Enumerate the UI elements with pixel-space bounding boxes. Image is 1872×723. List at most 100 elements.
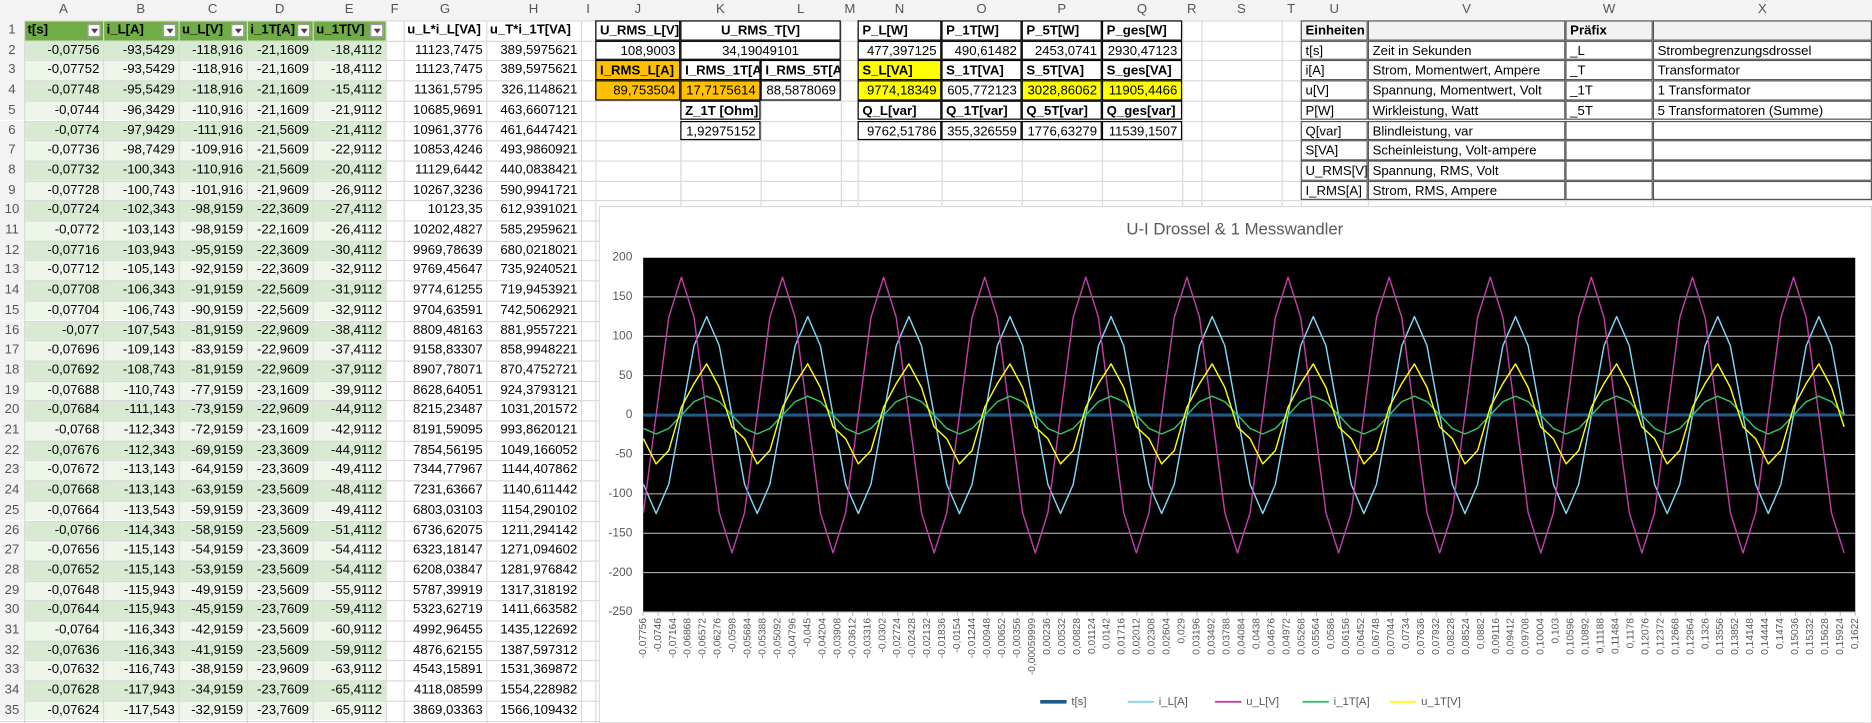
table-cell[interactable]: -26,9112 xyxy=(331,182,383,198)
table-cell[interactable]: -115,143 xyxy=(123,562,175,578)
table-cell[interactable]: 326,1148621 xyxy=(501,82,578,98)
units-cell[interactable]: _L xyxy=(1565,40,1653,61)
table-cell[interactable]: -22,9609 xyxy=(256,362,310,378)
row-header[interactable]: 6 xyxy=(0,120,24,141)
table-cell[interactable]: 1049,166052 xyxy=(500,442,578,458)
table-cell[interactable]: 389,5975621 xyxy=(500,42,578,58)
row-header[interactable]: 35 xyxy=(0,700,24,721)
table-cell[interactable]: -97,9429 xyxy=(122,122,175,138)
table-cell[interactable]: -0,07648 xyxy=(47,582,100,598)
table-cell[interactable]: -0,07692 xyxy=(47,362,100,378)
table-cell[interactable]: -0,0764 xyxy=(54,622,100,638)
row-header[interactable]: 17 xyxy=(0,340,24,361)
units-cell[interactable]: Spannung, RMS, Volt xyxy=(1367,160,1566,181)
table-cell[interactable]: 463,6607121 xyxy=(500,102,578,118)
table-cell[interactable]: -0,07724 xyxy=(47,202,100,218)
column-header[interactable]: C xyxy=(178,0,247,21)
units-cell[interactable]: 1 Transformator xyxy=(1652,80,1872,101)
result-value[interactable]: 355,326559 xyxy=(941,120,1022,141)
table-cell[interactable]: -63,9159 xyxy=(191,482,244,498)
units-cell[interactable]: I_RMS[A] xyxy=(1300,180,1368,201)
row-header[interactable]: 30 xyxy=(0,600,24,621)
table-cell[interactable]: 590,9941721 xyxy=(500,182,578,198)
table-cell[interactable]: -113,143 xyxy=(123,462,175,478)
row-header[interactable]: 1 xyxy=(0,20,24,41)
table-cell[interactable]: -22,3609 xyxy=(256,262,310,278)
table-header[interactable]: t[s] xyxy=(27,22,49,38)
table-cell[interactable]: -100,743 xyxy=(122,182,175,198)
table-cell[interactable]: 4118,08599 xyxy=(414,682,483,698)
table-cell[interactable]: -41,9159 xyxy=(191,642,244,658)
table-cell[interactable]: -21,5609 xyxy=(256,162,310,178)
row-header[interactable]: 10 xyxy=(0,200,24,221)
table-cell[interactable]: -112,343 xyxy=(123,442,175,458)
table-cell[interactable]: 8809,48163 xyxy=(413,322,483,338)
table-cell[interactable]: -37,4112 xyxy=(331,342,383,358)
table-cell[interactable]: -23,3609 xyxy=(256,442,310,458)
row-header[interactable]: 15 xyxy=(0,300,24,321)
table-cell[interactable]: -103,943 xyxy=(122,242,175,258)
table-cell[interactable]: -105,143 xyxy=(122,262,175,278)
table-cell[interactable]: -59,4112 xyxy=(331,602,383,618)
table-cell[interactable]: -0,07664 xyxy=(47,502,100,518)
table-cell[interactable]: -51,4112 xyxy=(331,522,383,538)
filter-button[interactable] xyxy=(231,23,245,38)
table-cell[interactable]: 1031,201572 xyxy=(500,402,578,418)
table-cell[interactable]: -38,9159 xyxy=(191,662,244,678)
table-cell[interactable]: -0,07644 xyxy=(47,602,100,618)
table-cell[interactable]: -0,0766 xyxy=(54,522,100,538)
result-value[interactable]: 3028,86062 xyxy=(1021,80,1102,101)
row-header[interactable]: 14 xyxy=(0,280,24,301)
units-cell[interactable]: U_RMS[V] xyxy=(1300,160,1368,181)
table-header[interactable]: u_1T[V] xyxy=(316,22,365,38)
table-cell[interactable]: -49,4112 xyxy=(331,462,383,478)
row-header[interactable]: 33 xyxy=(0,660,24,681)
table-cell[interactable]: -44,9112 xyxy=(331,402,383,418)
table-cell[interactable]: -118,916 xyxy=(192,42,244,58)
row-header[interactable]: 18 xyxy=(0,360,24,381)
table-header[interactable]: u_L[V] xyxy=(182,22,224,38)
units-cell[interactable]: S[VA] xyxy=(1300,140,1368,161)
result-value[interactable]: 1,92975152 xyxy=(680,120,761,141)
table-cell[interactable]: -116,743 xyxy=(123,662,175,678)
table-cell[interactable]: -110,916 xyxy=(192,162,244,178)
table-cell[interactable]: -115,943 xyxy=(123,602,175,618)
table-cell[interactable]: -22,5609 xyxy=(256,282,310,298)
units-cell[interactable]: _5T xyxy=(1565,100,1653,121)
result-header[interactable]: Q_1T[var] xyxy=(941,100,1022,121)
table-cell[interactable]: -0,0744 xyxy=(54,102,100,118)
units-cell[interactable]: Transformator xyxy=(1652,60,1872,81)
table-cell[interactable]: 1211,294142 xyxy=(501,522,578,538)
table-cell[interactable]: -23,5609 xyxy=(256,562,310,578)
row-header[interactable]: 29 xyxy=(0,580,24,601)
table-cell[interactable]: 10685,9691 xyxy=(413,102,483,118)
result-value[interactable]: 11905,4466 xyxy=(1101,80,1183,101)
units-cell[interactable]: t[s] xyxy=(1300,40,1368,61)
filter-button[interactable] xyxy=(297,23,311,38)
table-cell[interactable]: 10202,4827 xyxy=(413,222,483,238)
table-cell[interactable]: -102,343 xyxy=(122,202,175,218)
table-cell[interactable]: -111,916 xyxy=(193,122,244,138)
table-cell[interactable]: -0,07712 xyxy=(47,262,100,278)
table-cell[interactable]: -22,9112 xyxy=(331,142,383,158)
units-cell[interactable]: i[A] xyxy=(1300,60,1368,81)
table-cell[interactable]: -23,5609 xyxy=(256,482,310,498)
table-cell[interactable]: 493,9860921 xyxy=(500,142,578,158)
table-cell[interactable]: -18,4112 xyxy=(331,62,383,78)
table-cell[interactable]: -48,4112 xyxy=(331,482,383,498)
table-cell[interactable]: 1281,976842 xyxy=(500,562,578,578)
filter-button[interactable] xyxy=(370,23,384,38)
row-header[interactable]: 9 xyxy=(0,180,24,201)
row-header[interactable]: 23 xyxy=(0,460,24,481)
table-cell[interactable]: -49,4112 xyxy=(331,502,383,518)
table-cell[interactable]: -101,916 xyxy=(191,182,244,198)
row-header[interactable]: 4 xyxy=(0,80,24,101)
table-cell[interactable]: -23,5609 xyxy=(256,622,310,638)
table-cell[interactable]: 7231,63667 xyxy=(413,482,483,498)
table-cell[interactable]: -0,07704 xyxy=(47,302,100,318)
table-cell[interactable]: 10267,3236 xyxy=(413,182,483,198)
table-cell[interactable]: -0,07668 xyxy=(47,482,100,498)
result-value[interactable]: 9762,51786 xyxy=(857,120,942,141)
units-header[interactable] xyxy=(1367,20,1566,41)
table-cell[interactable]: -22,5609 xyxy=(256,302,310,318)
